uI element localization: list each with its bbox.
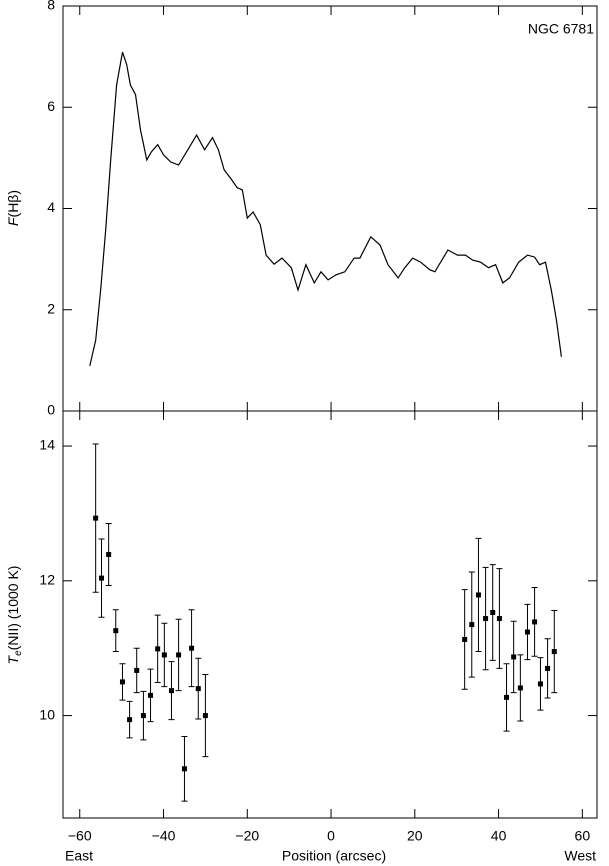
data-line: [89, 51, 562, 367]
data-point: [99, 575, 105, 581]
plot-frame: [62, 5, 598, 412]
data-point: [119, 679, 125, 685]
data-point: [551, 649, 557, 655]
data-point: [189, 645, 195, 651]
data-point: [483, 616, 489, 622]
data-point: [155, 646, 161, 652]
data-point: [161, 652, 167, 658]
data-point: [148, 692, 154, 698]
y-tick-label: 0: [47, 402, 55, 418]
x-tick-label: −40: [152, 828, 176, 844]
x-tick-label: 0: [327, 828, 335, 844]
data-point: [517, 685, 523, 691]
y-tick-label: 12: [39, 572, 55, 588]
data-point: [537, 681, 543, 687]
data-point: [475, 592, 481, 598]
x-tick-label: −20: [235, 828, 259, 844]
data-point: [140, 713, 146, 719]
data-point: [469, 622, 475, 628]
data-point: [496, 616, 502, 622]
data-point: [93, 515, 99, 521]
x-axis-label: Position (arcsec): [282, 848, 386, 864]
data-point: [127, 717, 133, 723]
y-tick-label: 10: [39, 706, 55, 722]
data-point: [202, 713, 208, 719]
y-tick-label: 4: [47, 199, 55, 215]
data-point: [511, 654, 517, 660]
x-tick-label: −60: [68, 828, 92, 844]
y-label-part: (NII) (1000 K): [5, 566, 21, 651]
data-point: [462, 636, 468, 642]
y-label-part: T: [5, 654, 21, 664]
data-point: [524, 629, 530, 635]
y-tick-label: 8: [47, 0, 55, 13]
y-label-part: e: [13, 650, 24, 656]
y-label-part: (Hβ): [5, 190, 21, 218]
data-point: [490, 609, 496, 615]
data-point: [134, 667, 140, 673]
y-tick-label: 14: [39, 437, 55, 453]
y-axis-label: Te(NII) (1000 K): [5, 566, 24, 665]
x-tick-label: 60: [575, 828, 591, 844]
data-point: [168, 688, 174, 694]
west-label: West: [564, 848, 596, 864]
data-point: [106, 552, 112, 558]
data-point: [181, 766, 187, 772]
plot-frame: [62, 410, 598, 819]
data-point: [113, 628, 119, 634]
y-tick-label: 2: [47, 300, 55, 316]
y-label-part: F: [5, 216, 21, 226]
data-point: [532, 619, 538, 625]
y-axis-label: F(Hβ): [5, 190, 21, 226]
data-point: [545, 665, 551, 671]
y-tick-label: 6: [47, 98, 55, 114]
data-point: [176, 652, 182, 658]
data-point: [195, 686, 201, 692]
data-point: [504, 694, 510, 700]
x-tick-label: 40: [491, 828, 507, 844]
x-tick-label: 20: [407, 828, 423, 844]
east-label: East: [65, 848, 93, 864]
annotation: NGC 6781: [528, 21, 594, 37]
